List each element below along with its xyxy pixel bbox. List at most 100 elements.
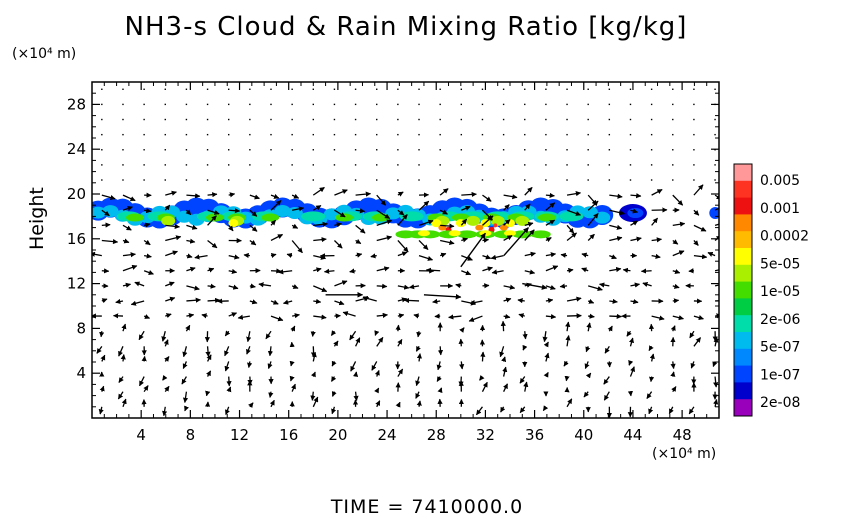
wind-vector bbox=[269, 399, 275, 408]
x-tick-label: 44 bbox=[623, 426, 642, 444]
wind-vector bbox=[482, 266, 493, 272]
wind-vector bbox=[468, 315, 483, 322]
x-tick-label: 48 bbox=[673, 426, 692, 444]
wind-vector-dot bbox=[693, 103, 695, 106]
wind-vector bbox=[376, 209, 391, 220]
wind-vector bbox=[182, 346, 188, 358]
wind-vector bbox=[545, 237, 552, 243]
wind-vector bbox=[292, 206, 305, 212]
wind-vector-strong bbox=[423, 293, 462, 300]
wind-vector-dot bbox=[524, 88, 526, 90]
wind-vector-dot bbox=[545, 164, 547, 166]
wind-vector bbox=[648, 406, 654, 415]
wind-vector bbox=[714, 235, 719, 241]
wind-vector bbox=[101, 222, 111, 228]
wind-vector bbox=[672, 194, 684, 206]
wind-vector bbox=[289, 360, 295, 367]
wind-vector bbox=[482, 194, 492, 202]
wind-vector bbox=[270, 299, 279, 305]
wind-vector-dot bbox=[397, 133, 399, 136]
wind-vector bbox=[416, 400, 422, 407]
wind-vector-dot bbox=[143, 179, 145, 181]
wind-vector-dot bbox=[376, 103, 378, 106]
wind-vector bbox=[120, 354, 126, 362]
wind-vector-dot bbox=[693, 118, 695, 121]
wind-vector-dot bbox=[376, 164, 378, 166]
wind-vector bbox=[96, 345, 103, 354]
colorbar-swatch bbox=[734, 382, 752, 400]
wind-vector bbox=[413, 313, 420, 319]
wind-vector bbox=[628, 337, 635, 347]
wind-vector bbox=[249, 283, 256, 289]
wind-vector bbox=[249, 194, 260, 200]
wind-vector bbox=[342, 311, 356, 317]
wind-vector bbox=[118, 346, 124, 357]
wind-vector bbox=[334, 300, 345, 306]
wind-vector bbox=[688, 268, 694, 274]
wind-vector bbox=[672, 269, 681, 274]
cloud-cell bbox=[431, 219, 442, 228]
wind-vector bbox=[481, 381, 488, 392]
wind-vector-dot bbox=[672, 118, 674, 121]
wind-vector bbox=[207, 209, 220, 215]
wind-vector bbox=[588, 285, 603, 292]
wind-vector bbox=[714, 207, 719, 211]
wind-vector-dot bbox=[143, 88, 145, 90]
wind-vector-dot bbox=[143, 133, 145, 136]
colorbar-swatch bbox=[734, 197, 752, 215]
wind-vector bbox=[501, 356, 507, 363]
wind-vector bbox=[289, 375, 295, 382]
wind-vector bbox=[564, 375, 570, 382]
colorbar-label: 1e-05 bbox=[760, 284, 800, 300]
wind-vector bbox=[330, 376, 337, 382]
wind-vector bbox=[583, 391, 589, 398]
wind-vector bbox=[524, 221, 534, 227]
wind-vector bbox=[313, 221, 328, 227]
wind-vector bbox=[371, 361, 378, 371]
wind-vector-dot bbox=[249, 149, 251, 151]
wind-vector-dot bbox=[206, 88, 209, 90]
wind-vector bbox=[587, 212, 599, 226]
wind-vector-dot bbox=[693, 179, 695, 181]
wind-vector bbox=[291, 223, 299, 229]
cloud-cell bbox=[228, 219, 239, 228]
wind-vector bbox=[258, 282, 272, 288]
wind-vector bbox=[162, 406, 168, 417]
wind-vector bbox=[418, 240, 429, 251]
wind-vector bbox=[130, 300, 145, 306]
wind-vector-dot bbox=[545, 118, 547, 121]
wind-vector bbox=[249, 209, 258, 217]
wind-vector-dot bbox=[122, 88, 124, 90]
wind-vector bbox=[418, 254, 434, 261]
wind-vector-dot bbox=[164, 118, 166, 121]
wind-vector bbox=[397, 338, 403, 347]
wind-vector-dot bbox=[418, 179, 420, 181]
wind-vector bbox=[376, 194, 387, 206]
wind-vector bbox=[714, 284, 719, 287]
wind-vector bbox=[206, 370, 212, 377]
wind-vector-dot bbox=[164, 179, 166, 181]
wind-vector-dot bbox=[122, 118, 124, 121]
wind-vector-dot bbox=[206, 133, 209, 136]
wind-vector-dot bbox=[376, 88, 378, 90]
wind-vector bbox=[224, 346, 230, 357]
wind-vector bbox=[207, 283, 216, 289]
wind-vector bbox=[122, 264, 138, 272]
colorbar-label: 2e-08 bbox=[760, 395, 800, 411]
wind-vector bbox=[355, 208, 366, 214]
wind-vector bbox=[651, 188, 663, 196]
wind-vector bbox=[376, 336, 384, 347]
wind-vector-dot bbox=[101, 179, 103, 181]
wind-vector bbox=[475, 406, 483, 416]
wind-vector bbox=[290, 325, 296, 332]
wind-vector-dot bbox=[545, 149, 547, 151]
colorbar-swatch bbox=[734, 281, 752, 299]
wind-vector-dot bbox=[714, 118, 716, 121]
wind-vector bbox=[141, 355, 147, 362]
wind-vector bbox=[672, 250, 685, 257]
y-tick-label: 16 bbox=[67, 230, 86, 248]
wind-vector bbox=[194, 254, 208, 260]
wind-vector bbox=[310, 391, 316, 401]
wind-vector-dot bbox=[693, 133, 695, 136]
wind-vector bbox=[397, 214, 408, 226]
